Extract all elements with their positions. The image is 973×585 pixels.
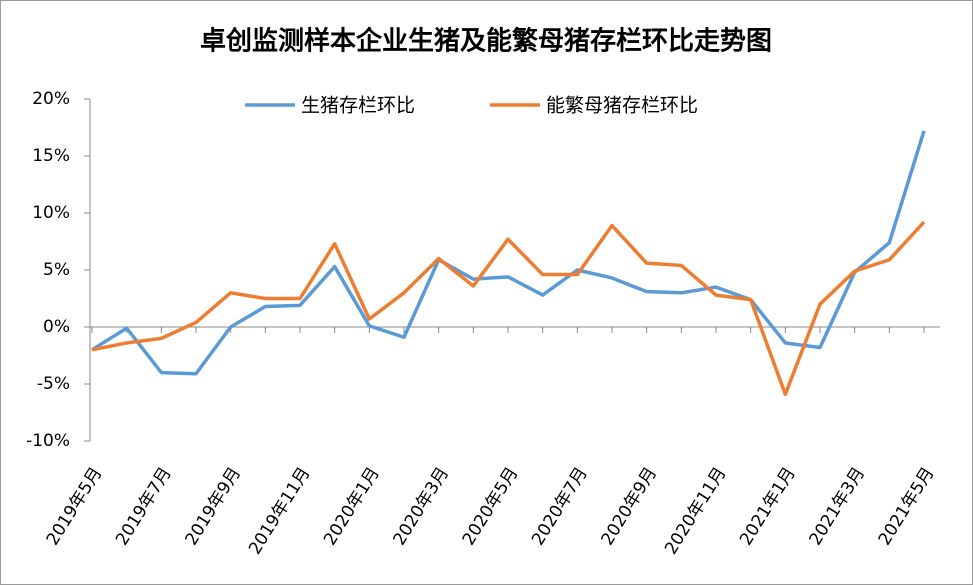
y-tick-label: 0% [43, 317, 70, 337]
chart-title: 卓创监测样本企业生猪及能繁母猪存栏环比走势图 [200, 26, 772, 57]
series-line [91, 220, 926, 397]
y-tick-label: -10% [26, 431, 70, 451]
y-tick-label: 20% [32, 89, 70, 109]
y-tick-label: -5% [37, 374, 70, 394]
y-tick-label: 5% [43, 260, 70, 280]
y-tick-label: 10% [32, 203, 70, 223]
series-line [91, 130, 926, 376]
legend-label: 生猪存栏环比 [301, 95, 415, 117]
legend-label: 能繁母猪存栏环比 [546, 95, 698, 117]
y-tick-label: 15% [32, 146, 70, 166]
